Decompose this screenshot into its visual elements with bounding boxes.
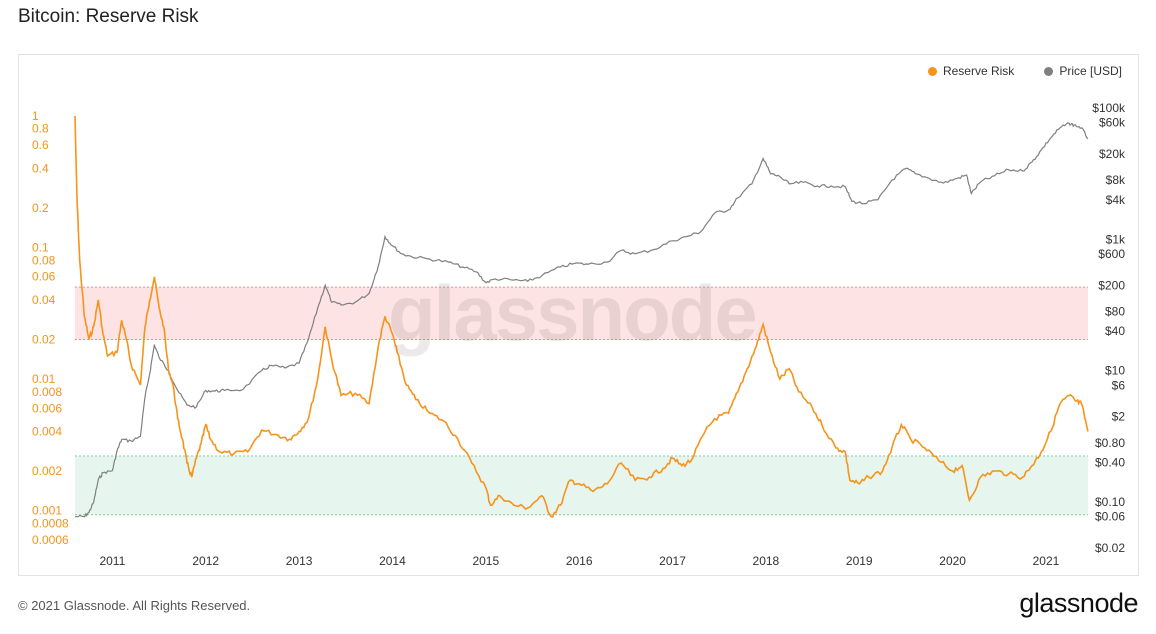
y-left-tick-label: 0.08: [32, 253, 56, 267]
y-left-tick-label: 0.2: [32, 201, 49, 215]
y-left-tick-label: 0.004: [32, 424, 62, 438]
y-right-tick-label: $0.80: [1095, 436, 1125, 450]
y-left-tick-label: 0.006: [32, 401, 62, 415]
price-dot-icon: [1044, 66, 1054, 76]
y-right-tick-label: $0.10: [1095, 495, 1125, 509]
y-right-tick-label: $0.06: [1095, 510, 1125, 524]
x-tick-label: 2016: [566, 554, 593, 568]
x-tick-label: 2017: [659, 554, 686, 568]
x-tick-label: 2015: [472, 554, 499, 568]
x-axis-ticks: 2011 2012 2013 2014 2015 2016 2017 2018 2019 2020…: [99, 554, 1059, 568]
y-right-tick-label: $8k: [1106, 173, 1126, 187]
y-left-tick-label: 0.01: [32, 372, 56, 386]
y-left-tick-label: 0.4: [32, 161, 49, 175]
y-right-tick-label: $20k: [1099, 147, 1126, 161]
y-right-axis-ticks: $100k$60k$20k$8k$4k$1k$600$200$80$40$10$…: [1092, 101, 1126, 555]
y-left-tick-label: 0.002: [32, 464, 62, 478]
y-right-tick-label: $10: [1105, 364, 1125, 378]
y-left-tick-label: 1: [32, 109, 39, 123]
y-left-tick-label: 0.8: [32, 122, 49, 136]
chart-legend: Reserve Risk Price [USD]: [927, 64, 1122, 78]
legend-label-reserve-risk: Reserve Risk: [942, 64, 1015, 78]
y-right-tick-label: $100k: [1092, 101, 1126, 115]
red-zone-band: [75, 287, 1088, 340]
y-right-tick-label: $40: [1105, 324, 1125, 338]
y-left-tick-label: 0.06: [32, 270, 56, 284]
copyright-text: © 2021 Glassnode. All Rights Reserved.: [18, 598, 251, 613]
x-tick-label: 2020: [939, 554, 966, 568]
y-right-tick-label: $4k: [1106, 193, 1126, 207]
glassnode-logo[interactable]: glassnode: [1019, 588, 1138, 618]
y-right-tick-label: $80: [1105, 304, 1125, 318]
legend-label-price: Price [USD]: [1059, 64, 1122, 78]
band-boundary-lines: [75, 286, 1088, 516]
y-right-tick-label: $0.02: [1095, 541, 1125, 555]
reserve-risk-dot-icon: [927, 66, 937, 76]
y-right-tick-label: $60k: [1099, 116, 1126, 130]
y-left-tick-label: 0.0008: [32, 516, 69, 530]
x-tick-label: 2013: [286, 554, 313, 568]
x-tick-label: 2021: [1033, 554, 1060, 568]
y-left-tick-label: 0.0006: [32, 533, 69, 547]
x-tick-label: 2018: [753, 554, 780, 568]
y-right-tick-label: $2: [1112, 410, 1126, 424]
x-tick-label: 2012: [192, 554, 219, 568]
y-left-tick-label: 0.02: [32, 332, 56, 346]
x-tick-label: 2014: [379, 554, 406, 568]
y-left-tick-label: 0.04: [32, 293, 56, 307]
legend-item-price[interactable]: Price [USD]: [1044, 64, 1122, 78]
y-right-tick-label: $1k: [1106, 232, 1126, 246]
y-left-tick-label: 0.008: [32, 385, 62, 399]
y-right-tick-label: $6: [1112, 378, 1126, 392]
x-tick-label: 2011: [99, 554, 125, 568]
y-left-tick-label: 0.6: [32, 138, 49, 152]
x-tick-label: 2019: [846, 554, 873, 568]
reserve-risk-series-line: [74, 115, 1089, 518]
y-left-tick-label: 0.1: [32, 241, 49, 255]
y-right-tick-label: $600: [1098, 247, 1125, 261]
y-right-tick-label: $200: [1098, 278, 1125, 292]
legend-item-reserve-risk[interactable]: Reserve Risk: [927, 64, 1015, 78]
y-left-tick-label: 0.001: [32, 504, 62, 518]
y-right-tick-label: $0.40: [1095, 456, 1125, 470]
y-left-axis-ticks: 10.80.60.40.20.10.080.060.040.020.010.00…: [32, 109, 69, 547]
chart-title: Bitcoin: Reserve Risk: [18, 6, 199, 27]
